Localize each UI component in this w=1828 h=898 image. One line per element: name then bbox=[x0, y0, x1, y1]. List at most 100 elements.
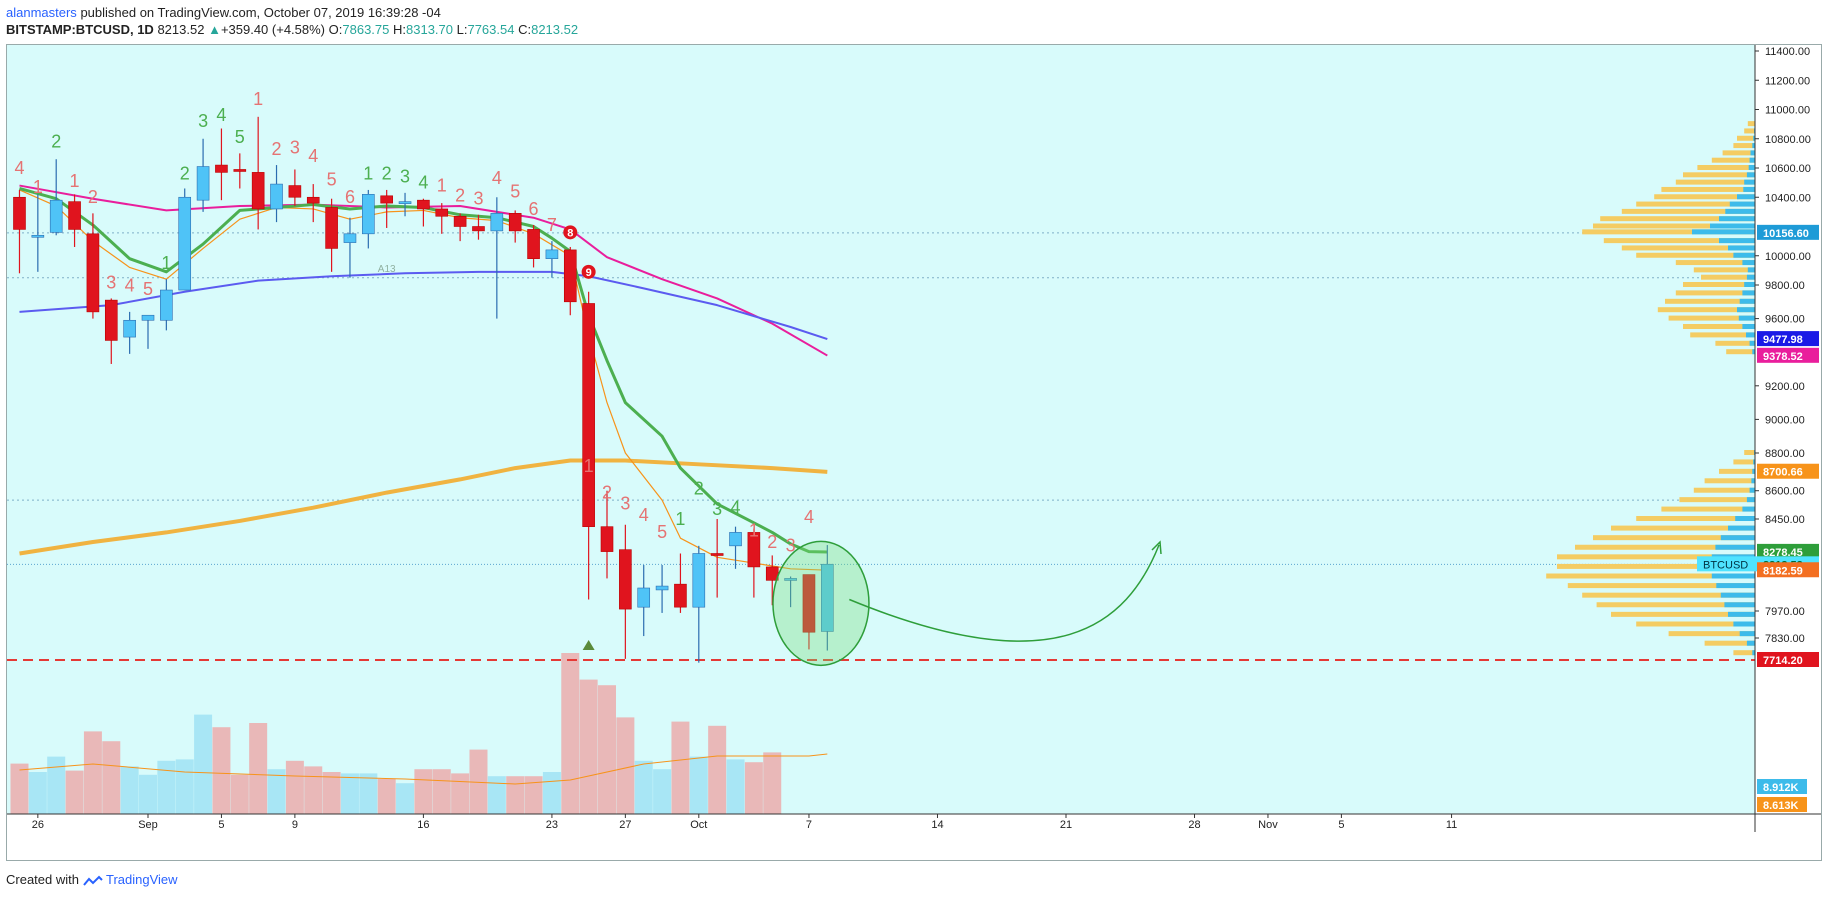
td-count-label: 4 bbox=[418, 172, 428, 192]
td-count-label: 4 bbox=[125, 276, 135, 296]
volume-profile-bar bbox=[1546, 573, 1755, 579]
candle-body bbox=[600, 526, 614, 552]
volume-profile-bar bbox=[1690, 332, 1755, 338]
volume-profile-bar bbox=[1733, 143, 1755, 149]
volume-bar bbox=[671, 721, 690, 814]
price-tick-label: 10600.00 bbox=[1765, 163, 1811, 175]
td-count-label: 2 bbox=[180, 164, 190, 184]
volume-bar bbox=[340, 773, 359, 814]
price-tag bbox=[1757, 562, 1819, 578]
td-count-label: 2 bbox=[455, 186, 465, 206]
ohlc-line: BITSTAMP:BTCUSD, 1D 8213.52 ▲+359.40 (+4… bbox=[6, 21, 578, 38]
candle-body bbox=[325, 207, 338, 249]
volume-profile-bar bbox=[1737, 307, 1755, 313]
volume-profile-bar bbox=[1742, 290, 1755, 296]
volume-profile-bar bbox=[1575, 544, 1755, 550]
volume-profile-bar bbox=[1750, 150, 1755, 156]
volume-profile-bar bbox=[1693, 267, 1755, 273]
td-count-label: 4 bbox=[492, 168, 502, 188]
volume-profile-bar bbox=[1739, 298, 1755, 304]
change-value: +359.40 (+4.58%) bbox=[220, 22, 326, 37]
volume-profile-bar bbox=[1715, 340, 1755, 346]
td-count-label: 1 bbox=[253, 89, 263, 109]
volume-profile-bar bbox=[1711, 573, 1755, 579]
author-link[interactable]: alanmasters bbox=[6, 5, 77, 20]
high-label: H: bbox=[393, 22, 406, 37]
volume-profile-bar bbox=[1739, 631, 1755, 637]
volume-profile-bar bbox=[1719, 216, 1755, 222]
time-tick-label: 27 bbox=[619, 819, 631, 831]
volume-profile-bar bbox=[1752, 143, 1755, 149]
candle-body bbox=[31, 234, 45, 238]
volume-profile-bar bbox=[1636, 252, 1755, 258]
price-tag bbox=[1757, 463, 1819, 479]
close-label: C: bbox=[518, 22, 532, 37]
setup-marker-label: 8 bbox=[567, 227, 573, 239]
candle-body bbox=[545, 249, 559, 259]
td-count-label: 5 bbox=[510, 181, 520, 201]
td-count-label: 2 bbox=[767, 532, 777, 552]
volume-profile-bar bbox=[1661, 506, 1755, 512]
td-count-label: 4 bbox=[308, 146, 318, 166]
candle-body bbox=[655, 585, 669, 591]
time-tick-label: Nov bbox=[1258, 819, 1278, 831]
volume-profile-bar bbox=[1683, 172, 1755, 178]
low-value: 7763.54 bbox=[467, 22, 515, 37]
td-count-label: 2 bbox=[51, 132, 61, 152]
volume-profile-bar bbox=[1675, 260, 1755, 266]
price-tag-label: 9477.98 bbox=[1763, 334, 1803, 346]
candle-body bbox=[619, 549, 632, 610]
td-count-label: 5 bbox=[657, 522, 667, 542]
ma-blue-line bbox=[19, 270, 828, 341]
low-label: L: bbox=[456, 22, 468, 37]
candle-body bbox=[215, 164, 228, 173]
volume-bar bbox=[726, 759, 745, 814]
chart-header: alanmasters published on TradingView.com… bbox=[6, 4, 578, 38]
volume-profile-bar bbox=[1744, 128, 1755, 134]
td-count-label: 3 bbox=[106, 272, 116, 292]
volume-profile-bar bbox=[1621, 245, 1755, 251]
price-tick-label: 9200.00 bbox=[1765, 381, 1805, 393]
volume-profile-bar bbox=[1746, 497, 1755, 503]
price-tick-label: 7970.00 bbox=[1765, 606, 1805, 618]
volume-bar bbox=[689, 756, 708, 814]
td-count-label: 3 bbox=[290, 137, 300, 157]
candle-body bbox=[637, 587, 651, 608]
volume-profile-bar bbox=[1719, 238, 1755, 244]
candle-body bbox=[784, 578, 797, 581]
price-tick-label: 9000.00 bbox=[1765, 414, 1805, 426]
candle-body bbox=[104, 299, 118, 341]
volume-tag bbox=[1757, 797, 1807, 812]
td-count-label: 2 bbox=[382, 164, 392, 184]
volume-profile-bar bbox=[1611, 525, 1755, 531]
td-count-label: 1 bbox=[70, 171, 80, 191]
last-price: 8213.52 bbox=[157, 22, 205, 37]
time-tick-label: 14 bbox=[931, 819, 943, 831]
volume-bar bbox=[83, 731, 102, 814]
volume-profile-bar bbox=[1611, 611, 1755, 617]
td-count-label: 1 bbox=[363, 164, 373, 184]
tradingview-brand[interactable]: TradingView bbox=[106, 872, 178, 887]
candle-body bbox=[747, 532, 761, 568]
open-value: 7863.75 bbox=[342, 22, 390, 37]
price-tick-label: 7830.00 bbox=[1765, 633, 1805, 645]
price-tag bbox=[1757, 652, 1819, 667]
volume-profile-bar bbox=[1743, 186, 1755, 192]
price-tick-label: 10400.00 bbox=[1765, 192, 1811, 204]
time-tick-label: 16 bbox=[417, 819, 429, 831]
plot-background bbox=[7, 45, 1755, 814]
volume-profile-bar bbox=[1728, 245, 1755, 251]
td-count-label: 7 bbox=[547, 215, 557, 235]
volume-tag-label: 8.912K bbox=[1763, 782, 1799, 794]
time-tick-label: 26 bbox=[32, 819, 44, 831]
price-tag-label: 8700.66 bbox=[1763, 467, 1803, 479]
volume-bar bbox=[451, 773, 470, 814]
volume-profile-bar bbox=[1744, 282, 1755, 287]
volume-profile-bar bbox=[1557, 554, 1755, 560]
candle-body bbox=[472, 226, 485, 232]
volume-profile-bar bbox=[1603, 238, 1755, 244]
volume-profile-bar bbox=[1753, 135, 1755, 141]
time-tick-label: 11 bbox=[1446, 819, 1457, 831]
